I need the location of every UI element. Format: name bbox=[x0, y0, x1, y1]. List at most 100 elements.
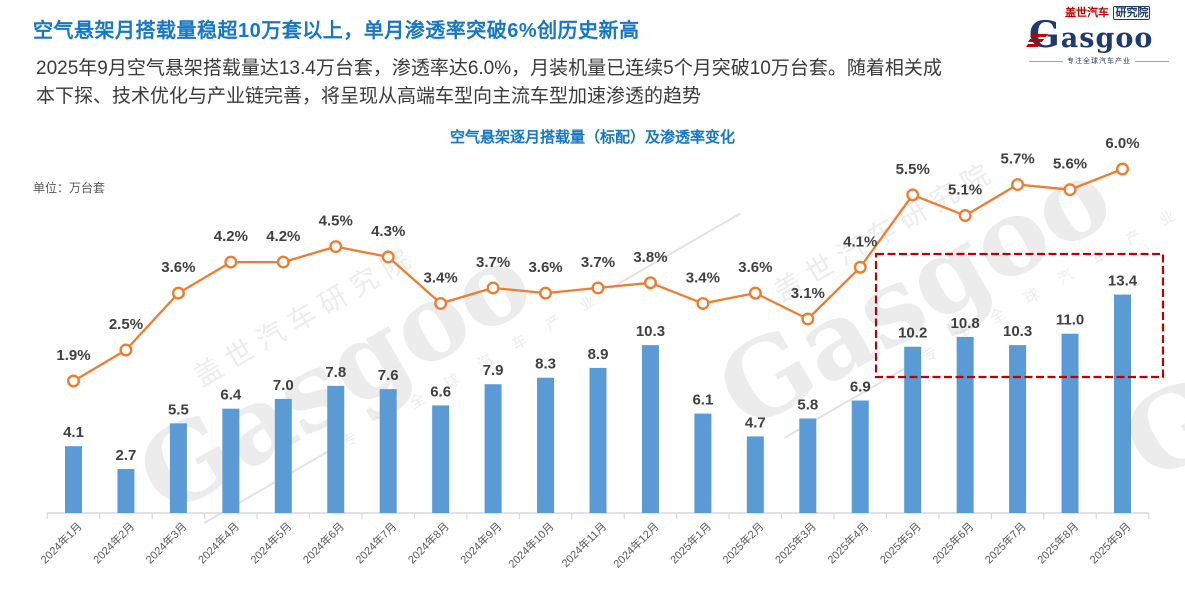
bar-label-2025年6月: 10.8 bbox=[951, 315, 980, 332]
logo-cn-badge: 盖世汽车 研究院 bbox=[1065, 6, 1169, 20]
bar-label-2025年3月: 5.8 bbox=[797, 396, 818, 413]
bar-label-2024年8月: 6.6 bbox=[430, 383, 451, 400]
line-marker-2024年3月[interactable] bbox=[171, 286, 185, 300]
bar-2025年2月[interactable] bbox=[746, 436, 764, 513]
bar-2024年2月[interactable] bbox=[117, 468, 135, 513]
bar-label-2024年7月: 7.6 bbox=[378, 367, 399, 384]
x-tick-label-2025年1月: 2025年1月 bbox=[667, 519, 714, 566]
logo-stripes-icon bbox=[1025, 34, 1049, 50]
x-tick-label-2024年10月: 2024年10月 bbox=[505, 519, 556, 570]
line-marker-2024年9月[interactable] bbox=[486, 281, 500, 295]
line-label-2024年8月: 3.4% bbox=[424, 269, 458, 286]
line-marker-2024年2月[interactable] bbox=[119, 343, 133, 357]
x-tick-label-2024年6月: 2024年6月 bbox=[300, 519, 347, 566]
line-label-2025年7月: 5.7% bbox=[1000, 151, 1034, 168]
line-label-2024年1月: 1.9% bbox=[56, 347, 90, 364]
bar-label-2024年10月: 8.3 bbox=[535, 356, 556, 373]
line-marker-2024年11月[interactable] bbox=[591, 281, 605, 295]
bar-2024年7月[interactable] bbox=[379, 389, 397, 513]
line-marker-2024年1月[interactable] bbox=[66, 374, 80, 388]
line-marker-2024年5月[interactable] bbox=[276, 255, 290, 269]
bar-2024年12月[interactable] bbox=[641, 345, 659, 513]
line-marker-2025年5月[interactable] bbox=[906, 188, 920, 202]
summary-paragraph: 2025年9月空气悬架搭载量达13.4万台套，渗透率达6.0%，月装机量已连续5… bbox=[36, 55, 942, 111]
line-label-2024年9月: 3.7% bbox=[476, 254, 510, 271]
line-label-2025年3月: 3.1% bbox=[791, 285, 825, 302]
line-marker-2025年7月[interactable] bbox=[1011, 178, 1025, 192]
line-marker-2025年1月[interactable] bbox=[696, 296, 710, 310]
gasgoo-logo: 盖世汽车 研究院 Gasgoo 专注全球汽车产业 bbox=[1025, 6, 1169, 66]
x-tick-label-2024年11月: 2024年11月 bbox=[558, 519, 609, 570]
unit-label: 单位：万台套 bbox=[33, 181, 106, 195]
bar-2024年4月[interactable] bbox=[222, 408, 240, 513]
bar-2024年8月[interactable] bbox=[432, 405, 450, 513]
x-tick-label-2024年9月: 2024年9月 bbox=[457, 519, 504, 566]
x-tick-label-2025年4月: 2025年4月 bbox=[824, 519, 871, 566]
x-tick-label-2024年12月: 2024年12月 bbox=[610, 519, 661, 570]
line-label-2025年8月: 5.6% bbox=[1053, 156, 1087, 173]
x-tick-label-2025年5月: 2025年5月 bbox=[877, 519, 924, 566]
logo-cn-red-text: 盖世汽车 bbox=[1065, 7, 1109, 19]
bar-label-2024年12月: 10.3 bbox=[636, 323, 665, 340]
line-marker-2024年8月[interactable] bbox=[434, 296, 448, 310]
line-label-2024年5月: 4.2% bbox=[266, 228, 300, 245]
bar-label-2025年2月: 4.7 bbox=[745, 414, 766, 431]
logo-tagline-text: 专注全球汽车产业 bbox=[1067, 58, 1131, 65]
x-tick-label-2025年9月: 2025年9月 bbox=[1087, 519, 1134, 566]
line-marker-2025年3月[interactable] bbox=[801, 312, 815, 326]
x-tick-label-2024年4月: 2024年4月 bbox=[195, 519, 242, 566]
x-tick-label-2024年8月: 2024年8月 bbox=[405, 519, 452, 566]
bar-label-2024年1月: 4.1 bbox=[63, 424, 84, 441]
bar-2025年7月[interactable] bbox=[1009, 345, 1027, 513]
line-marker-2024年10月[interactable] bbox=[539, 286, 553, 300]
bar-label-2024年2月: 2.7 bbox=[116, 447, 137, 464]
bar-2025年8月[interactable] bbox=[1061, 333, 1079, 513]
bar-label-2024年3月: 5.5 bbox=[168, 401, 189, 418]
bar-label-2024年11月: 8.9 bbox=[588, 346, 609, 363]
bar-2025年4月[interactable] bbox=[851, 400, 869, 513]
bar-2024年9月[interactable] bbox=[484, 384, 502, 513]
line-marker-2025年6月[interactable] bbox=[958, 209, 972, 223]
line-marker-2024年4月[interactable] bbox=[224, 255, 238, 269]
x-tick-label-2024年3月: 2024年3月 bbox=[142, 519, 189, 566]
line-marker-2025年4月[interactable] bbox=[853, 260, 867, 274]
line-label-2024年2月: 2.5% bbox=[109, 316, 143, 333]
bar-label-2024年9月: 7.9 bbox=[483, 362, 504, 379]
logo-tagline-dash bbox=[1029, 60, 1063, 62]
bar-2024年3月[interactable] bbox=[169, 423, 187, 513]
bar-2025年9月[interactable] bbox=[1114, 294, 1131, 513]
bar-label-2025年5月: 10.2 bbox=[898, 325, 927, 342]
line-marker-2024年12月[interactable] bbox=[643, 276, 657, 290]
line-marker-2025年8月[interactable] bbox=[1063, 183, 1077, 197]
bar-label-2025年8月: 11.0 bbox=[1056, 312, 1084, 329]
bar-label-2025年1月: 6.1 bbox=[692, 392, 713, 409]
line-marker-2024年6月[interactable] bbox=[329, 240, 343, 254]
highlight-box bbox=[874, 252, 1165, 379]
line-label-2024年10月: 3.6% bbox=[528, 259, 562, 276]
x-tick-label-2025年7月: 2025年7月 bbox=[982, 519, 1029, 566]
line-marker-2025年9月[interactable] bbox=[1115, 162, 1129, 176]
bar-2024年5月[interactable] bbox=[274, 398, 292, 513]
bar-2025年5月[interactable] bbox=[904, 346, 922, 513]
bar-2024年1月[interactable] bbox=[65, 446, 82, 513]
line-label-2025年1月: 3.4% bbox=[686, 269, 720, 286]
bar-2024年6月[interactable] bbox=[327, 385, 345, 513]
bar-2024年11月[interactable] bbox=[589, 367, 607, 513]
bar-2025年3月[interactable] bbox=[799, 418, 817, 513]
bar-label-2024年5月: 7.0 bbox=[273, 377, 294, 394]
line-marker-2024年7月[interactable] bbox=[381, 250, 395, 264]
x-tick-label-2025年2月: 2025年2月 bbox=[719, 519, 766, 566]
bar-2025年6月[interactable] bbox=[956, 336, 974, 513]
x-tick-label-2024年1月: 2024年1月 bbox=[38, 519, 85, 566]
line-marker-2025年2月[interactable] bbox=[748, 286, 762, 300]
chart-title: 空气悬架逐月搭载量（标配）及渗透率变化 bbox=[449, 129, 735, 146]
bar-label-2025年9月: 13.4 bbox=[1108, 273, 1138, 290]
x-tick-label-2025年6月: 2025年6月 bbox=[929, 519, 976, 566]
combo-chart: 4.1 2.7 5.5 6.4 7.0 7.8 7.6 6.6 7.9 8.3 8.9 10.3 6.1… bbox=[38, 135, 1165, 571]
bar-2024年10月[interactable] bbox=[537, 377, 555, 513]
summary-line-1: 2025年9月空气悬架搭载量达13.4万台套，渗透率达6.0%，月装机量已连续5… bbox=[36, 58, 942, 79]
line-label-2025年5月: 5.5% bbox=[896, 161, 930, 178]
bar-2025年1月[interactable] bbox=[694, 413, 712, 513]
summary-line-2: 本下探、技术优化与产业链完善，将呈现从高端车型向主流车型加速渗透的趋势 bbox=[36, 86, 702, 107]
